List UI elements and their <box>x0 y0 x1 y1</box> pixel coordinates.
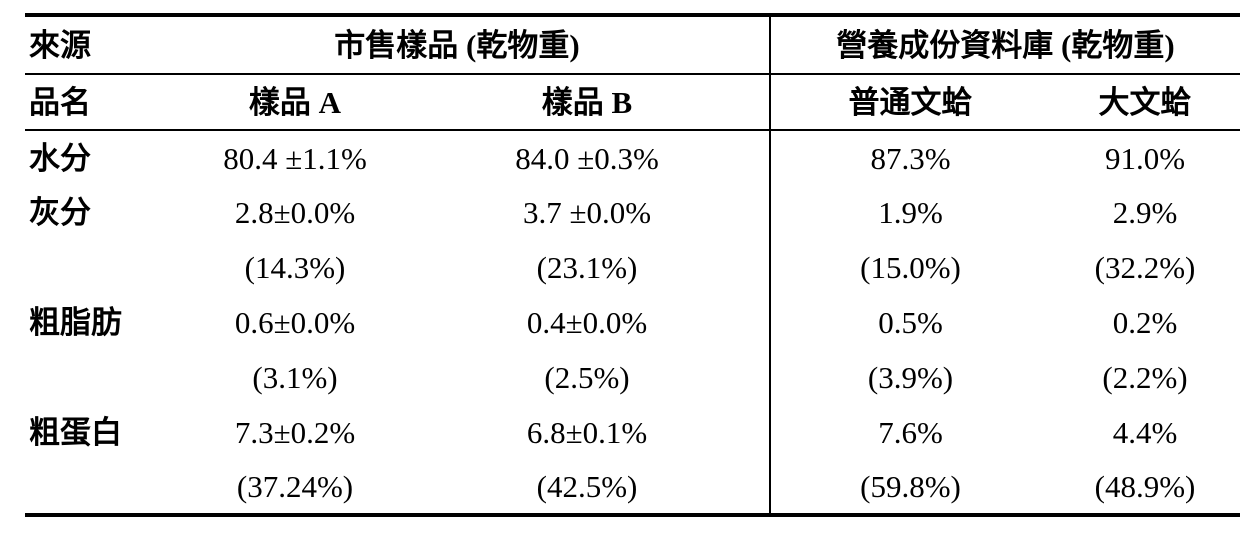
row-label <box>25 240 145 295</box>
column-header-common-clam: 普通文蛤 <box>769 74 1050 131</box>
header-row-source: 來源 市售樣品 (乾物重) 營養成份資料庫 (乾物重) <box>25 15 1240 75</box>
cell-sample-b: (42.5%) <box>536 469 638 504</box>
cell-common-clam: 0.5% <box>769 295 1050 350</box>
cell-sample-b: (23.1%) <box>536 250 638 285</box>
cell-sample-b: (2.5%) <box>544 360 630 395</box>
cell-big-clam: (2.2%) <box>1102 360 1188 395</box>
cell-big-clam: 0.2% <box>1112 305 1178 340</box>
cell-common-clam: 1.9% <box>769 185 1050 240</box>
cell-big-clam: 2.9% <box>1112 195 1178 230</box>
cell-common-clam: 87.3% <box>769 130 1050 185</box>
cell-sample-a: 80.4 ±1.1% <box>223 140 367 176</box>
row-label <box>25 350 145 405</box>
table-row-moisture: 水分 80.4 ±1.1% 84.0 ±0.3% 87.3% 91.0% <box>25 130 1240 185</box>
row-label <box>25 460 145 515</box>
column-header-sample-a: 樣品 A <box>145 74 445 131</box>
market-samples-group-header: 市售樣品 (乾物重) <box>145 15 770 75</box>
composition-table: 來源 市售樣品 (乾物重) 營養成份資料庫 (乾物重) 品名 樣品 A 樣品 B… <box>25 13 1240 517</box>
cell-sample-b: 84.0 ±0.3% <box>515 140 659 176</box>
header-row-names: 品名 樣品 A 樣品 B 普通文蛤 大文蛤 <box>25 74 1240 131</box>
nutrition-database-group-header: 營養成份資料庫 (乾物重) <box>769 15 1240 75</box>
cell-big-clam: 91.0% <box>1104 140 1186 176</box>
cell-sample-a: 7.3±0.2% <box>234 415 356 450</box>
cell-big-clam: 4.4% <box>1112 415 1178 450</box>
cell-sample-b: 3.7 ±0.0% <box>522 195 652 230</box>
source-label: 來源 <box>25 15 145 75</box>
cell-sample-b: 6.8±0.1% <box>526 415 648 450</box>
cell-sample-a: (3.1%) <box>252 360 338 395</box>
table-row-crude-fat-drybasis: (3.1%) (2.5%) (3.9%) (2.2%) <box>25 350 1240 405</box>
cell-sample-a: (37.24%) <box>236 469 354 504</box>
cell-big-clam: (32.2%) <box>1094 250 1196 285</box>
column-header-big-clam: 大文蛤 <box>1050 74 1240 131</box>
cell-common-clam: (15.0%) <box>769 240 1050 295</box>
table-row-crude-protein-drybasis: (37.24%) (42.5%) (59.8%) (48.9%) <box>25 460 1240 515</box>
row-label: 水分 <box>29 140 91 176</box>
cell-big-clam: (48.9%) <box>1094 469 1196 504</box>
table-row-crude-protein: 粗蛋白 7.3±0.2% 6.8±0.1% 7.6% 4.4% <box>25 405 1240 460</box>
row-label: 粗蛋白 <box>29 415 122 450</box>
column-header-sample-b: 樣品 B <box>445 74 770 131</box>
table-row-crude-fat: 粗脂肪 0.6±0.0% 0.4±0.0% 0.5% 0.2% <box>25 295 1240 350</box>
cell-sample-a: 0.6±0.0% <box>234 305 356 340</box>
cell-common-clam: (3.9%) <box>769 350 1050 405</box>
table-row-ash-drybasis: (14.3%) (23.1%) (15.0%) (32.2%) <box>25 240 1240 295</box>
product-name-label: 品名 <box>25 74 145 131</box>
row-label: 粗脂肪 <box>29 305 122 340</box>
cell-sample-b: 0.4±0.0% <box>526 305 648 340</box>
cell-common-clam: (59.8%) <box>769 460 1050 515</box>
cell-common-clam: 7.6% <box>769 405 1050 460</box>
cell-sample-a: 2.8±0.0% <box>234 195 356 230</box>
row-label: 灰分 <box>29 195 91 230</box>
table-row-ash: 灰分 2.8±0.0% 3.7 ±0.0% 1.9% 2.9% <box>25 185 1240 240</box>
cell-sample-a: (14.3%) <box>244 250 346 285</box>
